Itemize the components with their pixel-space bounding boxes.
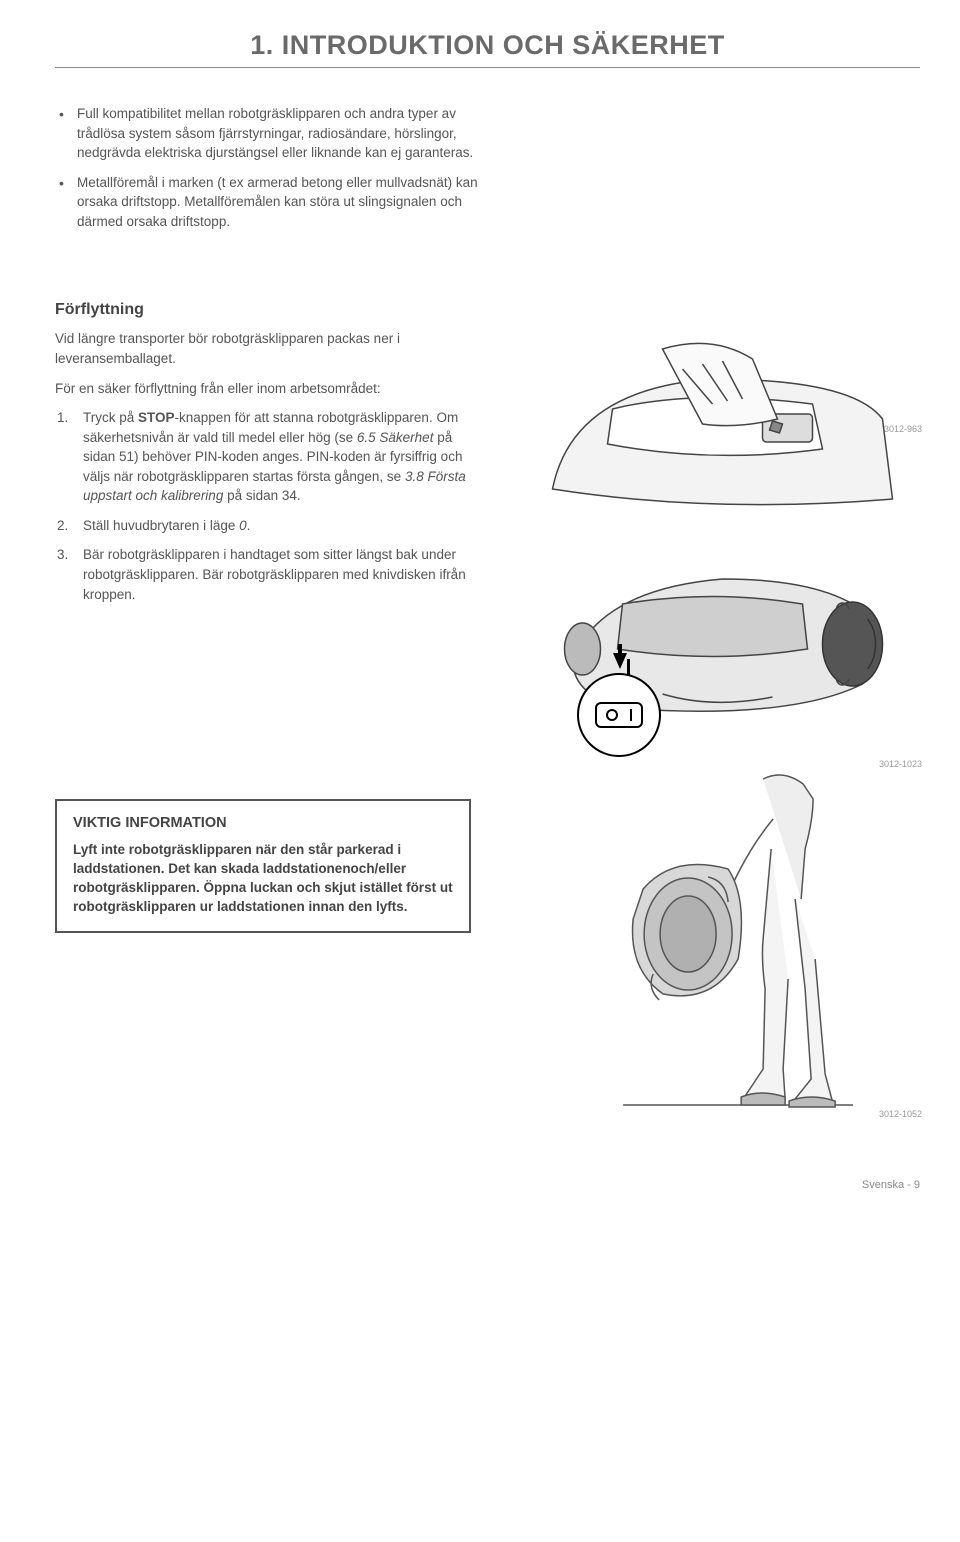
info-box-body: Lyft inte robotgräsklipparen när den stå… [73,841,453,917]
figure-label: 3012-1052 [879,1109,922,1119]
switch-icon [595,702,643,728]
figure-stop-button: 3012-963 [505,329,920,529]
stop-button-illustration [505,329,920,529]
info-box-title: VIKTIG INFORMATION [73,815,453,831]
step-item: Ställ huvudbrytaren i läge 0. [55,516,470,536]
step-text: Bär robotgräsklipparen i handtaget som s… [83,547,466,601]
intro-paragraph: Vid längre transporter bör robotgräsklip… [55,329,470,368]
carry-figure-region: 3012-1023 3012-1052 [506,759,920,1119]
steps-list: Tryck på STOP-knappen för att stanna rob… [55,408,470,604]
step-text: Tryck på [83,410,138,425]
step-bold: STOP [138,410,175,425]
figure-label: 3012-963 [884,424,922,434]
switch-off-icon [606,709,618,721]
step-text: . [247,518,251,533]
chapter-title: 1. INTRODUKTION OCH SÄKERHET [55,30,920,76]
chapter-title-text: 1. INTRODUKTION OCH SÄKERHET [250,30,725,60]
switch-on-icon [630,709,632,721]
section-heading: Förflyttning [55,301,920,319]
step-em: 6.5 Säkerhet [357,430,434,445]
top-bullet-list: Full kompatibilitet mellan robotgräsklip… [55,104,488,231]
important-info-box: VIKTIG INFORMATION Lyft inte robotgräskl… [55,799,471,933]
switch-illustration [505,549,920,729]
instructions-column: Vid längre transporter bör robotgräsklip… [55,329,470,614]
title-underline [55,67,920,68]
bullet-item: Metallföremål i marken (t ex armerad bet… [55,173,488,232]
two-column-layout: Vid längre transporter bör robotgräsklip… [55,329,920,759]
figure-main-switch [505,549,920,739]
bullet-item: Full kompatibilitet mellan robotgräsklip… [55,104,488,163]
switch-detail-circle [577,673,661,757]
figures-column: 3012-963 [505,329,920,759]
step-text: på sidan 34. [223,488,300,503]
intro-paragraph: För en säker förflyttning från eller ino… [55,379,470,399]
lower-row: VIKTIG INFORMATION Lyft inte robotgräskl… [55,759,920,1119]
step-em: 0 [239,518,247,533]
carry-illustration [506,759,920,1119]
step-item: Tryck på STOP-knappen för att stanna rob… [55,408,470,506]
step-text: Ställ huvudbrytaren i läge [83,518,239,533]
figure-label: 3012-1023 [879,759,922,769]
arrow-down-icon [613,653,627,669]
step-item: Bär robotgräsklipparen i handtaget som s… [55,545,470,604]
page-footer: Svenska - 9 [55,1179,920,1191]
